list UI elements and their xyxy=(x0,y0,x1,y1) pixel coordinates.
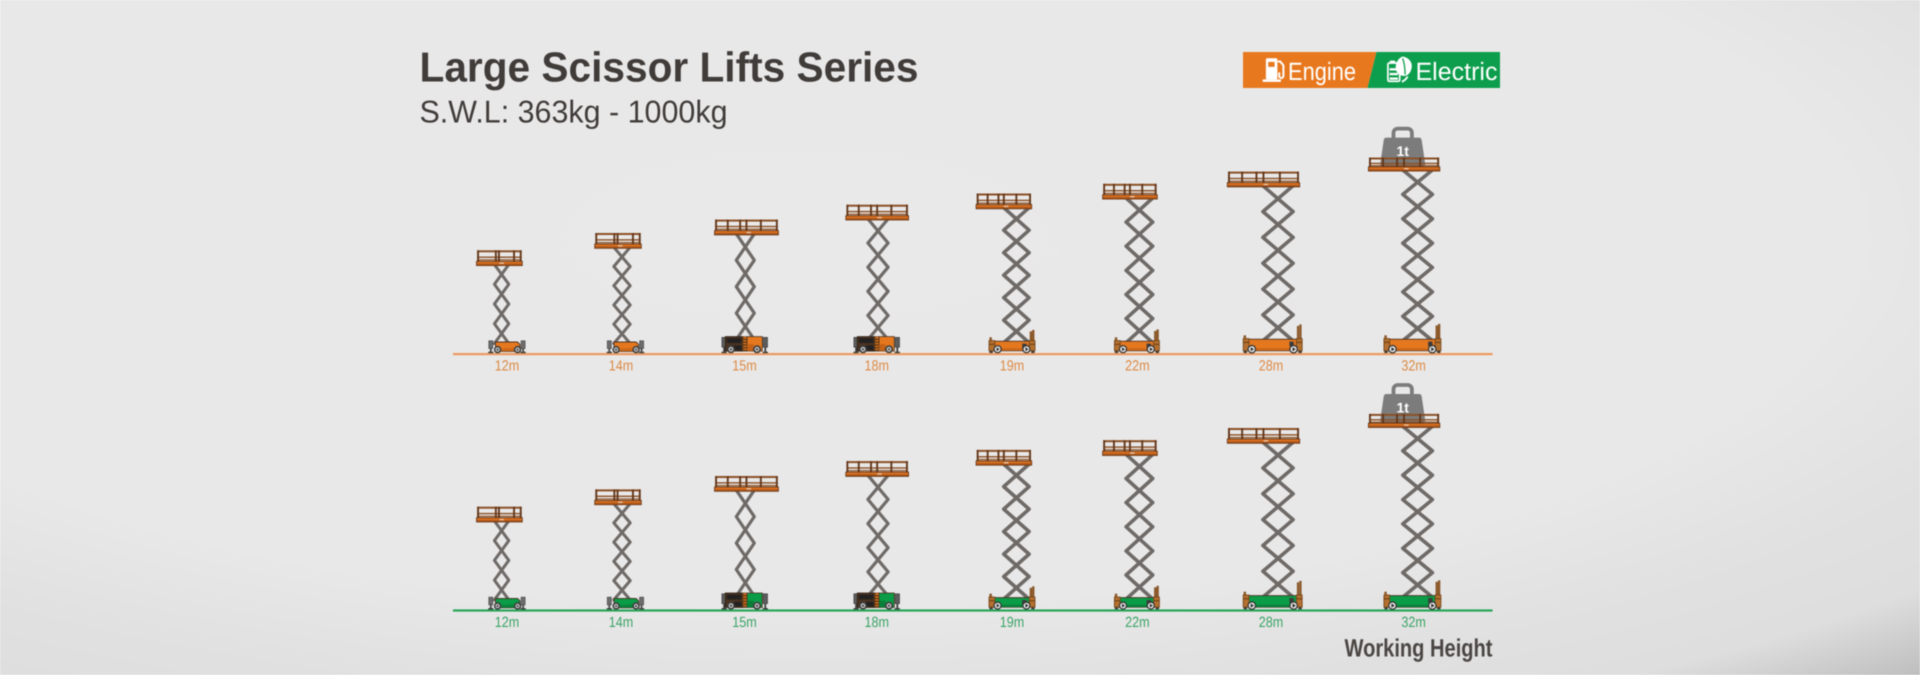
svg-text:14m: 14m xyxy=(609,615,634,631)
svg-text:22m: 22m xyxy=(1125,615,1150,631)
svg-text:32m: 32m xyxy=(1401,615,1426,631)
svg-text:19m: 19m xyxy=(1000,615,1025,631)
svg-text:12m: 12m xyxy=(495,615,520,631)
svg-text:Large Scissor Lifts Series: Large Scissor Lifts Series xyxy=(420,44,919,91)
svg-text:18m: 18m xyxy=(864,615,889,631)
svg-text:12m: 12m xyxy=(495,358,520,374)
svg-text:18m: 18m xyxy=(864,358,889,374)
svg-text:1t: 1t xyxy=(1396,399,1409,415)
svg-text:28m: 28m xyxy=(1259,358,1284,374)
svg-text:22m: 22m xyxy=(1125,358,1150,374)
svg-text:Working Height: Working Height xyxy=(1345,635,1494,663)
svg-text:19m: 19m xyxy=(1000,358,1025,374)
svg-text:15m: 15m xyxy=(732,615,757,631)
svg-text:32m: 32m xyxy=(1401,358,1426,374)
svg-text:Electric: Electric xyxy=(1416,58,1498,86)
svg-text:Engine: Engine xyxy=(1288,58,1356,86)
svg-text:28m: 28m xyxy=(1259,615,1284,631)
svg-text:15m: 15m xyxy=(732,358,757,374)
svg-text:1t: 1t xyxy=(1396,143,1409,159)
svg-text:S.W.L: 363kg - 1000kg: S.W.L: 363kg - 1000kg xyxy=(420,94,728,130)
svg-text:14m: 14m xyxy=(609,358,634,374)
